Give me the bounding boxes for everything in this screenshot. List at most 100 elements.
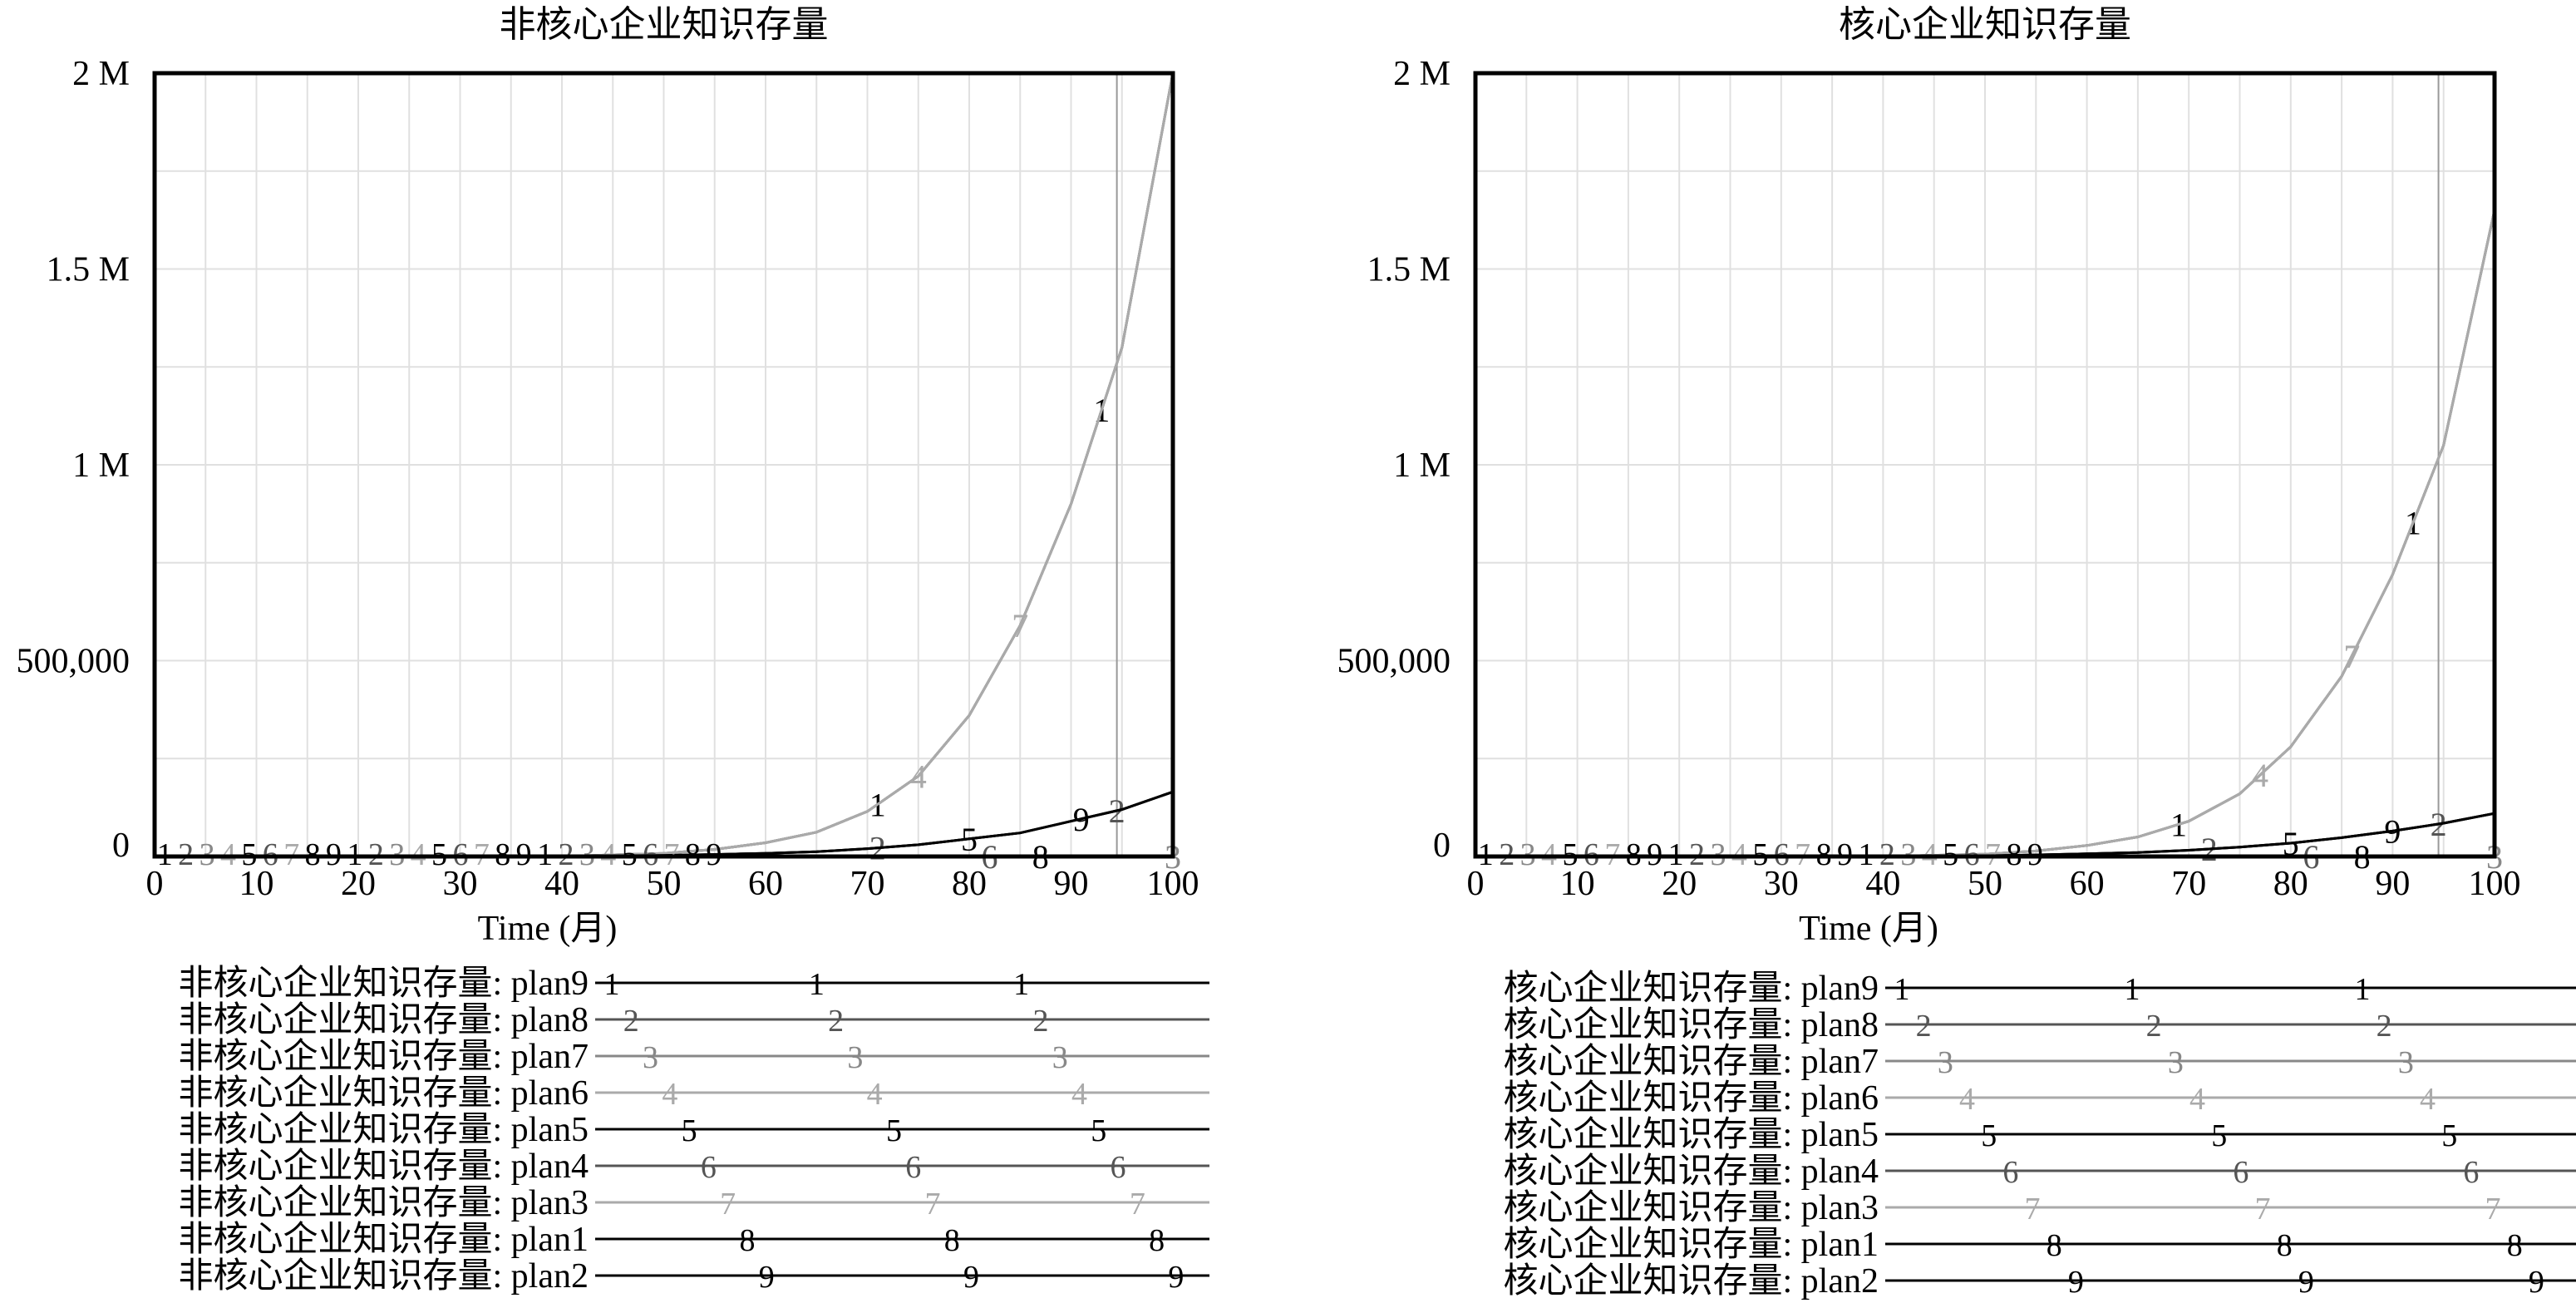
legend-marker: 9 [1168, 1260, 1184, 1295]
legend-marker: 2 [1916, 1009, 1932, 1044]
legend-marker: 6 [701, 1150, 717, 1185]
legend-marker: 3 [847, 1040, 863, 1075]
x-tick-label: 10 [1560, 865, 1595, 903]
legend-marker: 9 [2298, 1265, 2314, 1300]
x-tick-label: 90 [2375, 865, 2410, 903]
y-tick-label: 1 M [1393, 447, 1451, 485]
x-tick-label: 80 [2273, 865, 2308, 903]
legend-marker: 2 [1032, 1004, 1048, 1039]
x-axis-label: Time (月) [1799, 910, 1938, 948]
legend-marker: 5 [1091, 1113, 1106, 1148]
legend-row: 核心企业知识存量: plan4 6 6 6 [1504, 1152, 2576, 1191]
legend-marker: 4 [2420, 1082, 2436, 1117]
legend-row: 非核心企业知识存量: plan6 4 4 4 [179, 1073, 1209, 1113]
legend-marker: 7 [2255, 1192, 2271, 1226]
legend-marker: 3 [643, 1040, 658, 1075]
legend-row: 非核心企业知识存量: plan7 3 3 3 [179, 1037, 1209, 1076]
legend-row: 非核心企业知识存量: plan2 9 9 9 [179, 1256, 1209, 1296]
legend-marker: 4 [1959, 1082, 1975, 1117]
legend-marker: 4 [662, 1077, 677, 1112]
legend-marker: 8 [739, 1223, 755, 1258]
legend-marker: 5 [886, 1113, 902, 1148]
legend-label: 非核心企业知识存量: plan6 [179, 1073, 589, 1113]
grid [1475, 72, 2495, 857]
chart-title: 非核心企业知识存量 [500, 4, 829, 45]
legend-label: 核心企业知识存量: plan5 [1504, 1115, 1879, 1154]
legend-row: 核心企业知识存量: plan9 1 1 1 [1504, 969, 2576, 1008]
x-tick-label: 80 [952, 865, 987, 903]
x-tick-label: 40 [544, 865, 579, 903]
legend-label: 非核心企业知识存量: plan8 [179, 1000, 589, 1039]
legend-label: 非核心企业知识存量: plan2 [179, 1256, 589, 1296]
legend-marker: 7 [2025, 1192, 2041, 1226]
x-tick-label: 70 [2171, 865, 2206, 903]
legend-row: 核心企业知识存量: plan7 3 3 3 [1504, 1042, 2576, 1081]
legend-label: 核心企业知识存量: plan2 [1504, 1261, 1879, 1301]
legend-marker: 1 [2355, 972, 2371, 1007]
legend-marker: 1 [2125, 972, 2140, 1007]
y-tick-label: 500,000 [17, 643, 131, 681]
x-axis-label: Time (月) [478, 910, 618, 948]
legend-row: 核心企业知识存量: plan3 7 7 7 [1504, 1188, 2576, 1227]
legend-row: 核心企业知识存量: plan6 4 4 4 [1504, 1078, 2576, 1118]
legend-marker: 3 [1052, 1040, 1068, 1075]
legend-label: 非核心企业知识存量: plan9 [179, 964, 589, 1003]
legend-label: 非核心企业知识存量: plan1 [179, 1220, 589, 1259]
legend-row: 核心企业知识存量: plan5 5 5 5 [1504, 1115, 2576, 1154]
legend-marker: 8 [944, 1223, 960, 1258]
x-tick-label: 60 [2070, 865, 2105, 903]
series-marker: 7 [1012, 607, 1028, 644]
legend-marker: 7 [925, 1187, 941, 1222]
legend-marker: 9 [2529, 1265, 2544, 1300]
legend-marker: 3 [2168, 1045, 2184, 1080]
legend-marker: 8 [2277, 1228, 2293, 1263]
chart-title: 核心企业知识存量 [1839, 4, 2131, 45]
legend-row: 非核心企业知识存量: plan4 6 6 6 [179, 1147, 1209, 1186]
y-tick-label: 500,000 [1337, 643, 1451, 681]
legend-marker: 2 [2377, 1009, 2392, 1044]
legend-row: 非核心企业知识存量: plan9 1 1 1 [179, 964, 1209, 1003]
x-tick-label: 40 [1865, 865, 1900, 903]
legend-marker: 6 [2233, 1155, 2248, 1190]
legend-row: 核心企业知识存量: plan2 9 9 9 [1504, 1261, 2576, 1301]
x-tick-label: 60 [748, 865, 783, 903]
legend-marker: 3 [2398, 1045, 2414, 1080]
legend-row: 非核心企业知识存量: plan5 5 5 5 [179, 1110, 1209, 1149]
legend-marker: 4 [1071, 1077, 1087, 1112]
legend-marker: 5 [1981, 1118, 1997, 1153]
legend-label: 核心企业知识存量: plan6 [1504, 1078, 1879, 1118]
legend-marker: 8 [1149, 1223, 1165, 1258]
legend-marker: 9 [759, 1260, 775, 1295]
legend-marker: 1 [1013, 967, 1029, 1002]
y-tick-label: 2 M [72, 55, 130, 93]
x-tick-label: 10 [239, 865, 274, 903]
legend-marker: 9 [2068, 1265, 2084, 1300]
legend-marker: 8 [2047, 1228, 2062, 1263]
legend-marker: 5 [2441, 1118, 2457, 1153]
legend-row: 非核心企业知识存量: plan8 2 2 2 [179, 1000, 1209, 1039]
legend-row: 核心企业知识存量: plan8 2 2 2 [1504, 1005, 2576, 1044]
legend-label: 核心企业知识存量: plan7 [1504, 1042, 1879, 1081]
series-marker: 7 [2343, 638, 2360, 675]
legend-label: 核心企业知识存量: plan8 [1504, 1005, 1879, 1044]
legend-marker: 5 [682, 1113, 697, 1148]
y-tick-label: 1.5 M [1367, 251, 1451, 289]
chart-noncore: 非核心企业知识存量 0 500,000 1 M 1.5 M 2 M 0 10 20 30 40 50 6… [17, 4, 1209, 1296]
legend-marker: 3 [1938, 1045, 1953, 1080]
legend-row: 核心企业知识存量: plan1 8 8 8 [1504, 1225, 2576, 1264]
plot-frame [1473, 71, 2497, 859]
x-tick-label: 30 [443, 865, 478, 903]
y-tick-label: 1.5 M [47, 251, 130, 289]
legend-row: 非核心企业知识存量: plan3 7 7 7 [179, 1183, 1209, 1222]
legend-marker: 6 [905, 1150, 921, 1185]
x-tick-label: 30 [1764, 865, 1799, 903]
x-tick-label: 50 [647, 865, 682, 903]
series-marker: 9 [1073, 801, 1090, 838]
legend-row: 非核心企业知识存量: plan1 8 8 8 [179, 1220, 1209, 1259]
legend-label: 核心企业知识存量: plan4 [1504, 1152, 1879, 1191]
legend-marker: 9 [963, 1260, 979, 1295]
x-tick-label: 90 [1054, 865, 1089, 903]
legend-marker: 1 [604, 967, 620, 1002]
